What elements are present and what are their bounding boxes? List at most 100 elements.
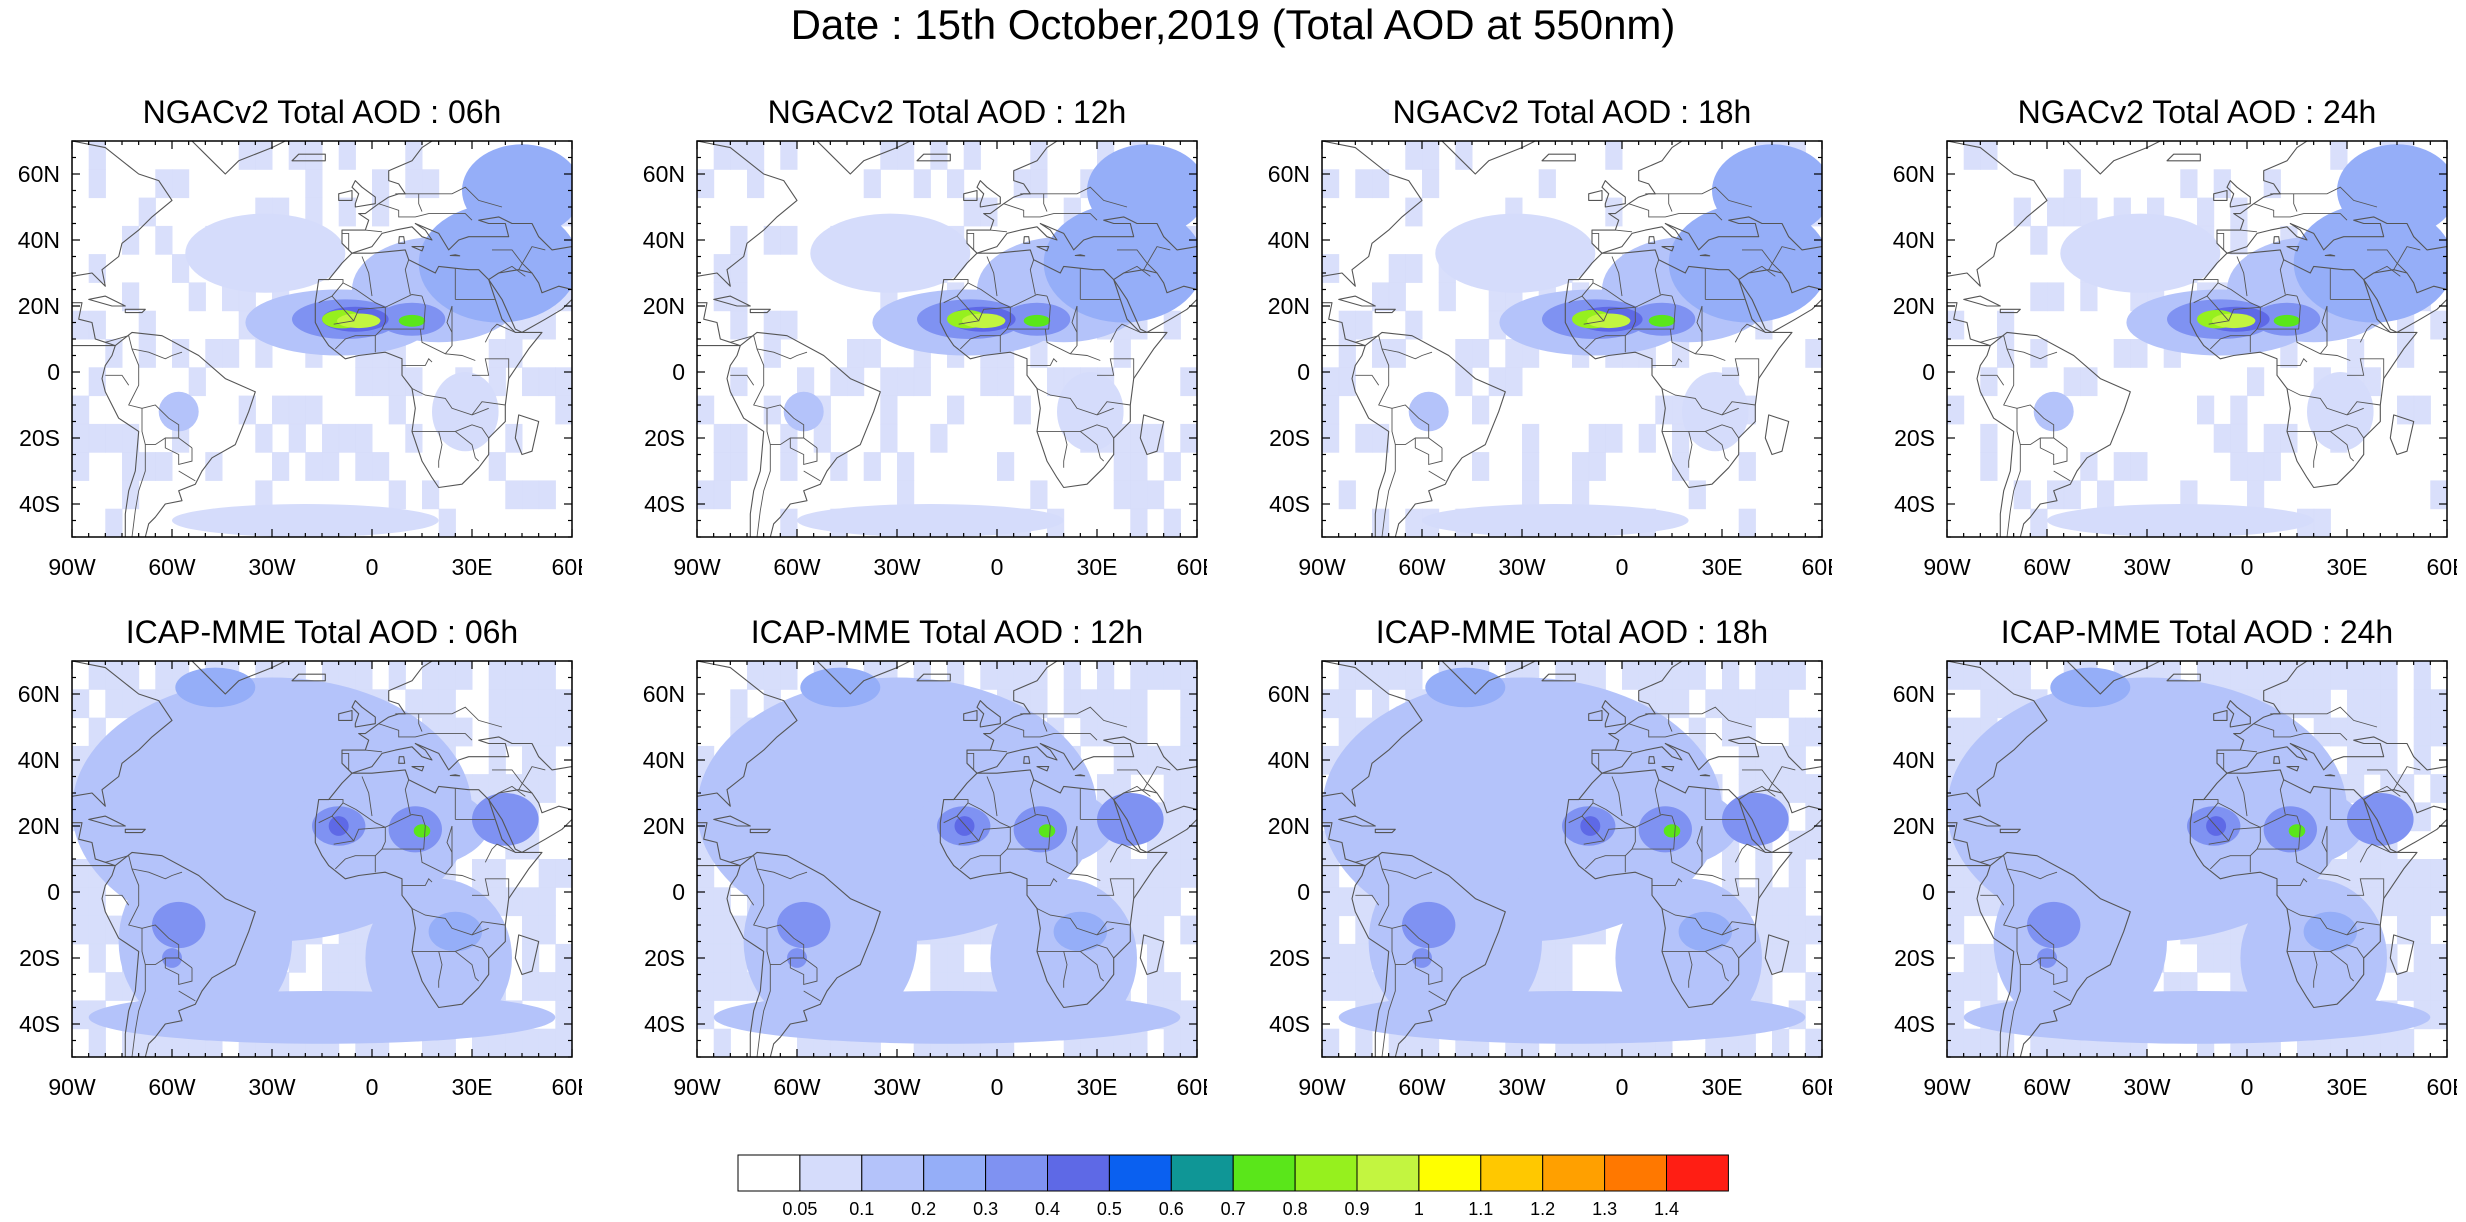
country-border	[178, 470, 196, 482]
coastline-arabia	[1113, 269, 1197, 333]
lat-tick-label: 40N	[1268, 227, 1310, 253]
coastline-sicily	[1661, 766, 1675, 772]
aod-field	[697, 661, 1197, 1057]
coastline-crete	[1699, 254, 1711, 257]
country-border	[2293, 193, 2298, 212]
lon-tick-label: 60W	[773, 1074, 821, 1100]
country-border	[1578, 799, 1673, 828]
lat-tick-label: 20N	[18, 813, 60, 839]
coastline-sicily	[2286, 766, 2300, 772]
country-border	[756, 964, 771, 1057]
coastline-madagascar	[514, 934, 540, 976]
coastline-crete	[1074, 774, 1086, 777]
coastlines	[72, 141, 572, 537]
country-border	[1391, 408, 1429, 446]
coastline-arabia	[1113, 789, 1197, 853]
coastline-madagascar	[1764, 934, 1790, 976]
country-borders	[105, 706, 546, 1057]
lat-tick-label: 20S	[1894, 425, 1935, 451]
colorbar-swatch	[1047, 1154, 1110, 1192]
country-border	[730, 894, 755, 906]
colorbar-swatch	[923, 1154, 987, 1192]
colorbar-label: 0.8	[1283, 1199, 1308, 1219]
coastline-crete	[1699, 774, 1711, 777]
lat-tick-label: 0	[672, 879, 685, 905]
lon-tick-label: 0	[1616, 554, 1629, 580]
coastline-southAmerica	[1351, 331, 1506, 537]
country-border	[2330, 424, 2365, 439]
coastline-iceland	[916, 673, 951, 682]
country-border	[498, 265, 526, 277]
country-border	[2228, 826, 2261, 841]
colorbar-label: 1.1	[1468, 1199, 1493, 1219]
colorbar-swatch	[1666, 1154, 1729, 1192]
country-border	[455, 424, 490, 439]
coastline-madagascar	[2389, 414, 2415, 456]
coastline-iceland	[1541, 673, 1576, 682]
country-border	[2294, 815, 2351, 881]
country-border	[2294, 295, 2351, 361]
lat-tick-label: 40N	[643, 747, 685, 773]
lon-tick-label: 90W	[673, 1074, 721, 1100]
country-border	[2276, 878, 2308, 886]
country-border	[438, 430, 480, 462]
lon-tick-label: 60E	[1802, 554, 1832, 580]
coastline-sicily	[2286, 246, 2300, 252]
aod-field	[2, 141, 572, 537]
lon-tick-label: 60W	[1398, 1074, 1446, 1100]
country-border	[2209, 335, 2251, 353]
lon-tick-label: 30E	[1702, 1074, 1743, 1100]
coastline-southAmerica	[1976, 331, 2131, 537]
country-borders	[730, 706, 1171, 1057]
colorbar-swatch	[799, 1154, 863, 1192]
coastline-northAmerica	[1947, 141, 2048, 287]
country-border	[2, 266, 49, 286]
country-border	[2236, 256, 2248, 297]
coastline-arabia	[488, 269, 572, 333]
lat-tick-label: 0	[1922, 359, 1935, 385]
aod-map-panel: 90W 60W 30W 0 30E 60E 60N 40N 20N 0 20S 40S	[2, 140, 582, 580]
country-border	[1568, 802, 1594, 824]
coastline-britain	[976, 700, 1001, 728]
country-border	[1036, 388, 1114, 416]
country-border	[1742, 249, 1783, 274]
coastline-britain	[976, 180, 1001, 208]
coastline-ireland	[2213, 709, 2228, 721]
colorbar-label: 0.05	[782, 1199, 817, 1219]
coastline-africa	[939, 769, 1168, 1009]
aod-field	[1322, 141, 1822, 537]
lon-tick-label: 0	[1616, 1074, 1629, 1100]
country-border	[1080, 424, 1115, 439]
country-border	[1037, 950, 1068, 988]
coastline-northAmerica	[1322, 661, 1423, 807]
coastline-sardinia	[398, 756, 406, 764]
country-border	[419, 815, 476, 881]
country-border	[2253, 203, 2348, 221]
colorbar-label: 1.3	[1592, 1199, 1617, 1219]
country-border	[990, 229, 1008, 233]
country-border	[1143, 766, 1171, 790]
lon-tick-label: 0	[2241, 554, 2254, 580]
country-border	[943, 802, 969, 824]
lon-tick-label: 60E	[552, 554, 582, 580]
country-border	[1584, 335, 1626, 353]
country-border	[1020, 706, 1128, 728]
coastline-ireland	[963, 189, 978, 201]
country-border	[1661, 908, 1739, 936]
coastline-cuba	[1338, 295, 1376, 307]
coastline-southAmerica	[1976, 851, 2131, 1057]
country-border	[2287, 950, 2318, 988]
coastline-northAmerica	[72, 661, 173, 807]
lon-tick-label: 60E	[2427, 554, 2457, 580]
coastline-arabia	[2363, 789, 2447, 853]
country-border	[2279, 779, 2286, 815]
country-border	[2321, 305, 2328, 346]
colorbar-label: 0.1	[849, 1199, 874, 1219]
coastline-sardinia	[398, 236, 406, 244]
lat-tick-label: 60N	[1893, 161, 1935, 187]
country-border	[2359, 843, 2391, 863]
country-border	[365, 749, 383, 753]
coastline-northAmerica	[1322, 141, 1423, 287]
country-border	[1661, 388, 1739, 416]
lat-tick-label: 20S	[1269, 945, 1310, 971]
